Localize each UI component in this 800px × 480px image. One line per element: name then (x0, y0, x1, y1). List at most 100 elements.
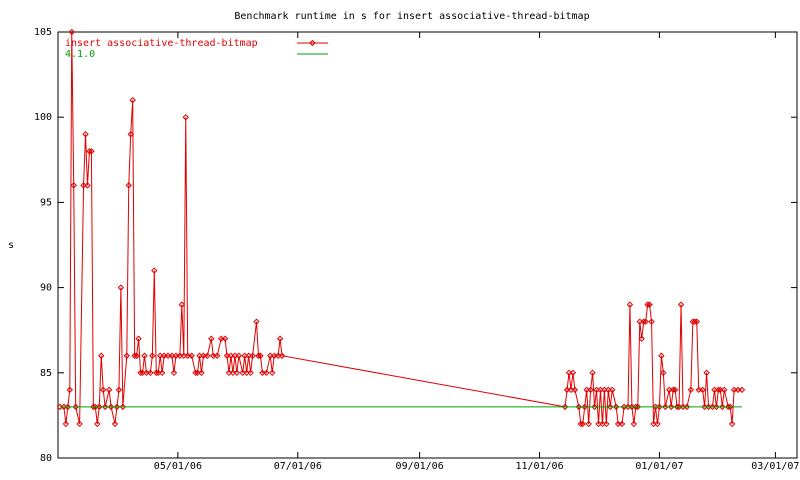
data-point (68, 28, 75, 36)
data-point (591, 403, 598, 411)
data-point (638, 335, 645, 342)
data-point (123, 352, 130, 359)
data-point (119, 403, 127, 411)
data-point (113, 403, 121, 411)
data-point (94, 420, 101, 428)
data-point (66, 386, 73, 394)
data-point (644, 301, 651, 308)
data-point (575, 403, 583, 411)
data-point (713, 403, 720, 411)
data-point (699, 386, 706, 394)
data-point (96, 403, 103, 411)
data-point (141, 352, 148, 359)
data-point (72, 403, 79, 411)
data-point (571, 386, 579, 394)
data-point (687, 386, 695, 394)
chart-title: Benchmark runtime in s for insert associ… (234, 11, 589, 22)
data-point (660, 369, 667, 377)
x-tick-label: 01/01/07 (635, 461, 683, 472)
data-point (609, 386, 616, 394)
data-point (561, 403, 569, 411)
y-tick-label: 90 (40, 283, 52, 294)
data-point (626, 301, 634, 308)
data-point (276, 335, 284, 342)
data-point (133, 352, 140, 359)
legend-label: insert associative-thread-bitmap (65, 38, 258, 49)
y-axis-label: s (8, 240, 14, 251)
data-point (221, 335, 229, 342)
data-point (149, 352, 156, 359)
data-point (204, 352, 211, 359)
x-tick-label: 11/01/06 (515, 461, 563, 472)
data-point (129, 96, 136, 104)
data-point (82, 131, 89, 138)
data-point (642, 318, 649, 325)
data-point (170, 369, 178, 377)
data-point (99, 386, 107, 394)
data-point (98, 352, 105, 359)
data-point (728, 420, 736, 428)
data-point (135, 335, 142, 342)
data-point (107, 403, 115, 411)
data-point (101, 403, 109, 411)
data-point (719, 403, 726, 411)
data-point (648, 318, 655, 325)
data-point (630, 420, 638, 428)
data-point (738, 386, 746, 394)
plot-border (57, 31, 798, 459)
data-point (208, 335, 215, 342)
data-point (247, 369, 254, 377)
data-point (90, 403, 97, 411)
data-point (569, 369, 577, 377)
x-tick-label: 03/01/07 (751, 461, 799, 472)
data-point (269, 369, 276, 377)
y-tick-label: 85 (40, 368, 52, 379)
data-point (198, 369, 205, 377)
data-point (662, 403, 669, 411)
data-point (62, 420, 70, 428)
data-point (581, 403, 588, 411)
data-point (703, 369, 710, 377)
data-point (673, 403, 681, 411)
data-point (182, 113, 189, 121)
data-point (84, 182, 91, 189)
y-tick-label: 95 (40, 197, 52, 208)
data-point (105, 386, 113, 394)
data-point (612, 403, 620, 411)
data-point (249, 352, 256, 359)
data-point (192, 369, 199, 377)
data-point (587, 386, 594, 394)
data-point (589, 369, 596, 377)
data-point (158, 369, 166, 377)
x-tick-label: 07/01/06 (274, 461, 322, 472)
data-point (151, 267, 158, 274)
data-point (76, 420, 83, 428)
data-point (618, 420, 626, 428)
x-tick-label: 09/01/06 (396, 461, 444, 472)
data-point (233, 369, 241, 377)
data-point (632, 403, 640, 411)
data-point (111, 420, 119, 428)
data-point (668, 403, 675, 411)
data-point (188, 352, 195, 359)
data-point (117, 284, 125, 291)
data-point (257, 352, 264, 359)
x-tick-label: 05/01/06 (154, 461, 202, 472)
data-point (235, 352, 243, 359)
data-point (278, 352, 286, 359)
legend-marker (309, 39, 316, 47)
data-point (585, 420, 592, 428)
data-point (725, 403, 732, 411)
data-point (634, 403, 642, 411)
data-point (131, 352, 138, 359)
data-point (726, 403, 734, 411)
data-point (603, 420, 610, 428)
data-point (127, 131, 134, 138)
y-tick-label: 105 (34, 27, 52, 38)
data-point (654, 420, 661, 428)
data-point (255, 352, 262, 359)
data-point (691, 318, 699, 325)
series-line (59, 31, 742, 425)
data-point (721, 386, 728, 394)
